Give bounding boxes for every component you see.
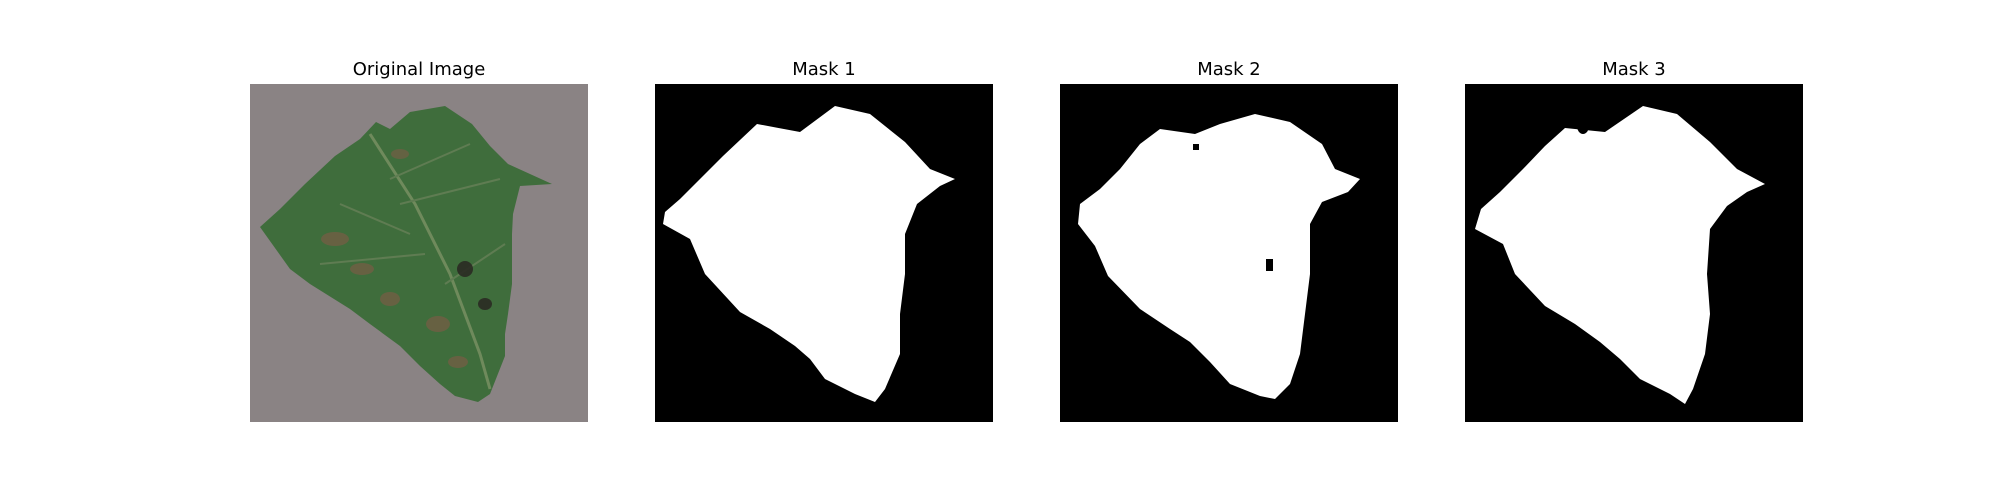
original-leaf-photo xyxy=(250,84,588,422)
mask-2-image xyxy=(1060,84,1398,422)
panel-title: Mask 3 xyxy=(1602,59,1666,80)
leaf-shape xyxy=(260,106,552,402)
panel-title: Mask 1 xyxy=(792,59,856,80)
panel-mask-2: Mask 2 xyxy=(1060,56,1398,422)
mask-hole xyxy=(1577,118,1589,134)
leaf-midrib xyxy=(368,133,492,390)
mask-3-image xyxy=(1465,84,1803,422)
leaf-spot xyxy=(380,292,400,306)
panel-mask-3: Mask 3 xyxy=(1465,56,1803,422)
panel-original-image: Original Image xyxy=(250,56,588,422)
mask-1-image xyxy=(655,84,993,422)
leaf-spot xyxy=(478,298,492,310)
mask-hole xyxy=(1266,259,1273,271)
leaf-spot xyxy=(426,316,450,332)
mask-region xyxy=(1475,106,1765,404)
leaf-spot xyxy=(391,149,409,159)
mask-region xyxy=(663,106,955,402)
panel-mask-1: Mask 1 xyxy=(655,56,993,422)
leaf-spot xyxy=(448,356,468,368)
leaf-spot xyxy=(457,261,473,277)
mask-hole xyxy=(1193,144,1199,150)
leaf-spot xyxy=(321,232,349,246)
leaf-vein xyxy=(319,143,506,285)
panel-title: Original Image xyxy=(352,59,486,80)
mask-region xyxy=(1078,114,1360,399)
leaf-spot xyxy=(350,263,374,275)
panel-title: Mask 2 xyxy=(1197,59,1261,80)
